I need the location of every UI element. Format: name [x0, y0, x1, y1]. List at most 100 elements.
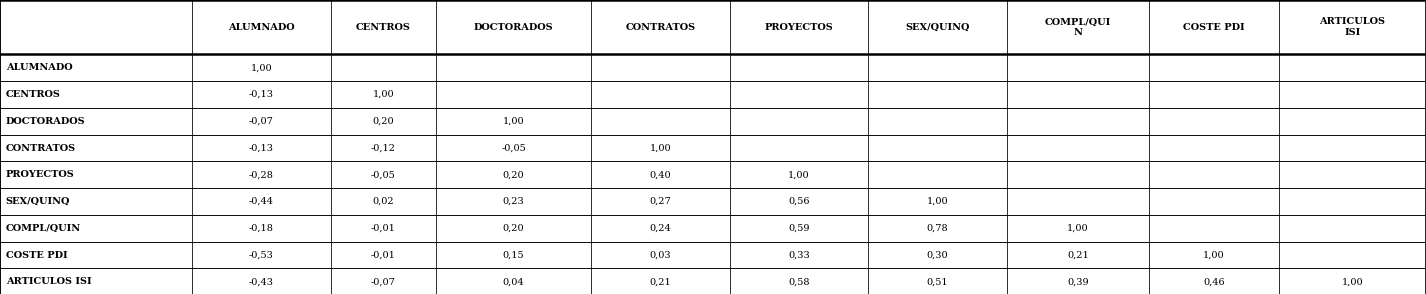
Text: COSTE PDI: COSTE PDI: [6, 250, 67, 260]
Bar: [1007, 268, 1149, 294]
Bar: [868, 0, 1007, 54]
Bar: [1149, 242, 1279, 268]
Text: -0,44: -0,44: [248, 197, 274, 206]
Bar: [592, 188, 730, 215]
Bar: [0, 54, 193, 81]
Bar: [592, 0, 730, 54]
Bar: [730, 54, 868, 81]
Bar: [730, 108, 868, 135]
Text: 0,03: 0,03: [650, 250, 672, 260]
Bar: [1279, 0, 1426, 54]
Text: 1,00: 1,00: [1342, 277, 1363, 286]
Bar: [868, 161, 1007, 188]
Bar: [193, 268, 331, 294]
Bar: [1149, 135, 1279, 161]
Bar: [331, 54, 436, 81]
Text: ALUMNADO: ALUMNADO: [228, 23, 295, 32]
Bar: [436, 0, 592, 54]
Text: PROYECTOS: PROYECTOS: [6, 170, 74, 179]
Text: CENTROS: CENTROS: [355, 23, 411, 32]
Bar: [1007, 108, 1149, 135]
Bar: [730, 188, 868, 215]
Text: 0,20: 0,20: [372, 117, 394, 126]
Bar: [868, 268, 1007, 294]
Text: 0,56: 0,56: [789, 197, 810, 206]
Bar: [1279, 108, 1426, 135]
Text: -0,07: -0,07: [371, 277, 395, 286]
Bar: [868, 135, 1007, 161]
Bar: [868, 188, 1007, 215]
Text: DOCTORADOS: DOCTORADOS: [6, 117, 86, 126]
Text: 0,59: 0,59: [789, 224, 810, 233]
Bar: [436, 215, 592, 242]
Bar: [331, 215, 436, 242]
Bar: [868, 108, 1007, 135]
Bar: [730, 268, 868, 294]
Text: -0,05: -0,05: [501, 143, 526, 153]
Bar: [436, 81, 592, 108]
Text: ARTICULOS
ISI: ARTICULOS ISI: [1319, 18, 1386, 37]
Bar: [730, 135, 868, 161]
Text: 1,00: 1,00: [650, 143, 672, 153]
Text: 0,23: 0,23: [502, 197, 525, 206]
Bar: [730, 161, 868, 188]
Text: -0,53: -0,53: [250, 250, 274, 260]
Bar: [193, 0, 331, 54]
Bar: [436, 108, 592, 135]
Bar: [1007, 54, 1149, 81]
Bar: [331, 81, 436, 108]
Bar: [1279, 188, 1426, 215]
Text: PROYECTOS: PROYECTOS: [764, 23, 833, 32]
Bar: [0, 215, 193, 242]
Text: -0,05: -0,05: [371, 170, 395, 179]
Text: -0,07: -0,07: [250, 117, 274, 126]
Text: 0,39: 0,39: [1067, 277, 1088, 286]
Bar: [0, 161, 193, 188]
Text: 0,20: 0,20: [502, 224, 525, 233]
Bar: [592, 268, 730, 294]
Bar: [868, 242, 1007, 268]
Text: CONTRATOS: CONTRATOS: [6, 143, 76, 153]
Bar: [1149, 108, 1279, 135]
Text: 0,33: 0,33: [789, 250, 810, 260]
Text: 1,00: 1,00: [502, 117, 525, 126]
Bar: [193, 54, 331, 81]
Bar: [436, 188, 592, 215]
Bar: [0, 108, 193, 135]
Text: 1,00: 1,00: [789, 170, 810, 179]
Text: 0,21: 0,21: [1067, 250, 1088, 260]
Bar: [0, 81, 193, 108]
Bar: [436, 135, 592, 161]
Text: -0,28: -0,28: [250, 170, 274, 179]
Bar: [592, 215, 730, 242]
Bar: [1279, 215, 1426, 242]
Bar: [1279, 161, 1426, 188]
Bar: [868, 81, 1007, 108]
Bar: [1149, 268, 1279, 294]
Bar: [0, 268, 193, 294]
Text: SEX/QUINQ: SEX/QUINQ: [6, 197, 70, 206]
Text: SEX/QUINQ: SEX/QUINQ: [906, 23, 970, 32]
Text: COMPL/QUI
N: COMPL/QUI N: [1045, 18, 1111, 37]
Bar: [193, 188, 331, 215]
Text: 0,04: 0,04: [502, 277, 525, 286]
Bar: [1149, 54, 1279, 81]
Bar: [331, 268, 436, 294]
Bar: [331, 161, 436, 188]
Text: ARTICULOS ISI: ARTICULOS ISI: [6, 277, 91, 286]
Text: -0,18: -0,18: [250, 224, 274, 233]
Bar: [1007, 242, 1149, 268]
Bar: [730, 242, 868, 268]
Text: CENTROS: CENTROS: [6, 90, 60, 99]
Bar: [436, 268, 592, 294]
Text: CONTRATOS: CONTRATOS: [626, 23, 696, 32]
Text: 1,00: 1,00: [251, 63, 272, 72]
Bar: [331, 0, 436, 54]
Bar: [1279, 268, 1426, 294]
Bar: [193, 108, 331, 135]
Bar: [331, 242, 436, 268]
Bar: [730, 0, 868, 54]
Text: 0,21: 0,21: [649, 277, 672, 286]
Text: 0,02: 0,02: [372, 197, 394, 206]
Text: COMPL/QUIN: COMPL/QUIN: [6, 224, 81, 233]
